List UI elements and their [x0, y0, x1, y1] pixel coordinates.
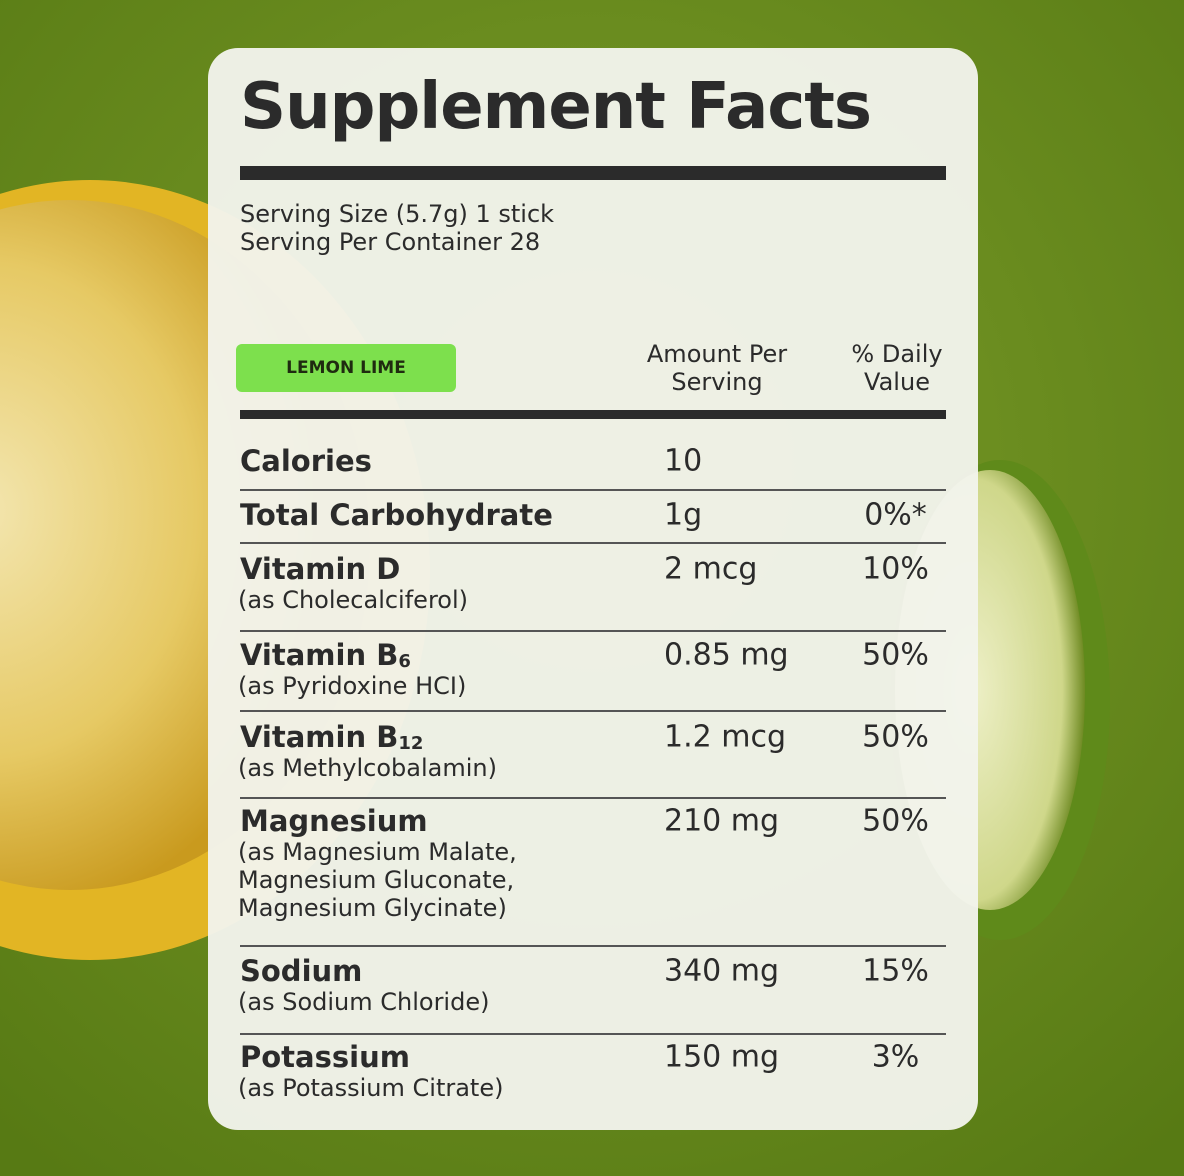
daily-value: 10%: [862, 551, 929, 587]
amount: 150 mg: [664, 1039, 780, 1075]
column-header: Amount Per: [646, 340, 788, 368]
row-separator: [240, 1033, 946, 1035]
nutrient-source: (as Magnesium Malate,: [238, 838, 517, 866]
nutrient-name: Magnesium: [240, 804, 428, 838]
nutrient-source: Magnesium Gluconate,: [238, 866, 515, 894]
row-separator: [240, 542, 946, 544]
daily-value: 3%: [871, 1039, 920, 1075]
row-separator: [240, 797, 946, 799]
column-header: % Daily: [851, 340, 943, 368]
daily-value: 0%*: [864, 497, 927, 533]
nutrient-source: (as Methylcobalamin): [238, 754, 497, 782]
name-text: Sodium: [240, 954, 363, 988]
daily-value: 50%: [862, 803, 929, 839]
amount: 210 mg: [664, 803, 780, 839]
nutrient-source: Magnesium Glycinate): [238, 894, 507, 922]
title: Supplement Facts: [240, 70, 872, 144]
nutrient-source: (as Sodium Chloride): [238, 988, 490, 1016]
row-separator: [240, 710, 946, 712]
subscript: 12: [398, 733, 424, 754]
name-text: Calories: [240, 444, 372, 478]
nutrient-name: Sodium: [240, 954, 362, 988]
daily-value: 15%: [862, 953, 929, 989]
subscript: 6: [398, 651, 411, 672]
nutrient-name: Total Carbohydrate: [240, 498, 553, 532]
nutrient-name: Vitamin B6: [240, 638, 411, 672]
amount: 0.85 mg: [664, 637, 789, 673]
column-header: Serving: [671, 368, 763, 396]
nutrient-name: Vitamin B12: [240, 720, 423, 754]
name-text: Vitamin B: [240, 638, 399, 672]
row-separator: [240, 945, 946, 947]
amount: 2 mcg: [664, 551, 758, 587]
serving-size: Serving Size (5.7g) 1 stick: [240, 200, 555, 228]
amount: 1.2 mcg: [664, 719, 787, 755]
daily-value: 50%: [862, 637, 929, 673]
flavor-badge: LEMON LIME: [236, 344, 456, 392]
nutrient-name: Calories: [240, 444, 372, 478]
amount: 340 mg: [664, 953, 780, 989]
name-text: Magnesium: [240, 804, 428, 838]
row-separator: [240, 489, 946, 491]
name-text: Total Carbohydrate: [240, 498, 553, 532]
facts-card: Supplement Facts Serving Size (5.7g) 1 st…: [208, 48, 978, 1130]
nutrient-source: (as Potassium Citrate): [238, 1074, 504, 1102]
thick-rule: [240, 166, 946, 180]
row-separator: [240, 630, 946, 632]
amount: 10: [664, 443, 703, 479]
name-text: Vitamin D: [240, 552, 401, 586]
nutrient-name: Potassium: [240, 1040, 410, 1074]
column-header: Value: [864, 368, 930, 396]
nutrient-name: Vitamin D: [240, 552, 400, 586]
amount: 1g: [664, 497, 703, 533]
daily-value: 50%: [862, 719, 929, 755]
servings-per-container: Serving Per Container 28: [240, 228, 541, 256]
thick-rule: [240, 410, 946, 419]
nutrient-source: (as Cholecalciferol): [238, 586, 468, 614]
name-text: Vitamin B: [240, 720, 399, 754]
nutrient-source: (as Pyridoxine HCI): [238, 672, 467, 700]
name-text: Potassium: [240, 1040, 410, 1074]
